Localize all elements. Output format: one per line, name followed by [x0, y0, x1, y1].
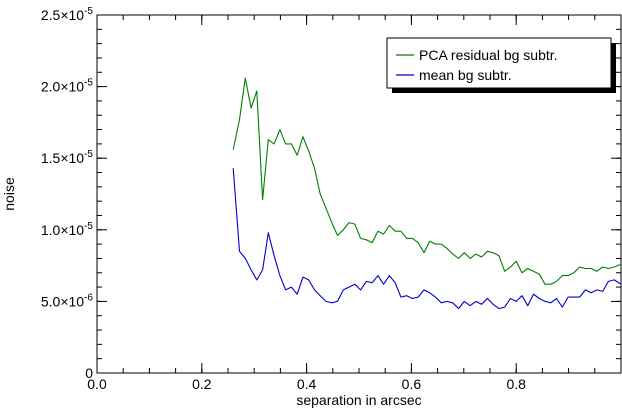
series-line-pca-residual [232, 77, 621, 285]
series-line-mean-bg [232, 168, 621, 310]
x-tick-label: 0.0 [87, 376, 107, 392]
y-axis-label: noise [1, 177, 17, 211]
legend-box [386, 37, 612, 89]
series-layer [232, 77, 621, 310]
x-tick-label: 0.8 [506, 376, 526, 392]
x-axis-label: separation in arcsec [296, 392, 421, 408]
y-tick-label: 2.0×10-5 [41, 78, 94, 95]
x-tick-label: 0.4 [297, 376, 317, 392]
legend-label-mean: mean bg subtr. [419, 67, 512, 83]
y-tick-label: 2.5×10-5 [41, 6, 94, 23]
x-tick-label: 0.6 [402, 376, 422, 392]
legend: PCA residual bg subtr. mean bg subtr. [386, 37, 616, 93]
y-tick-label: 1.0×10-5 [41, 221, 94, 238]
y-tick-label: 1.5×10-5 [41, 149, 94, 166]
y-tick-label: 5.0×10-6 [41, 292, 94, 309]
legend-label-pca: PCA residual bg subtr. [419, 47, 558, 63]
x-tick-label: 0.2 [192, 376, 212, 392]
axis-ticks: 0.0 0.2 0.4 0.6 0.8 0 5.0×10-6 1.0×10-5 1.5×10-5… [41, 6, 622, 392]
y-tick-label: 0 [85, 365, 93, 381]
